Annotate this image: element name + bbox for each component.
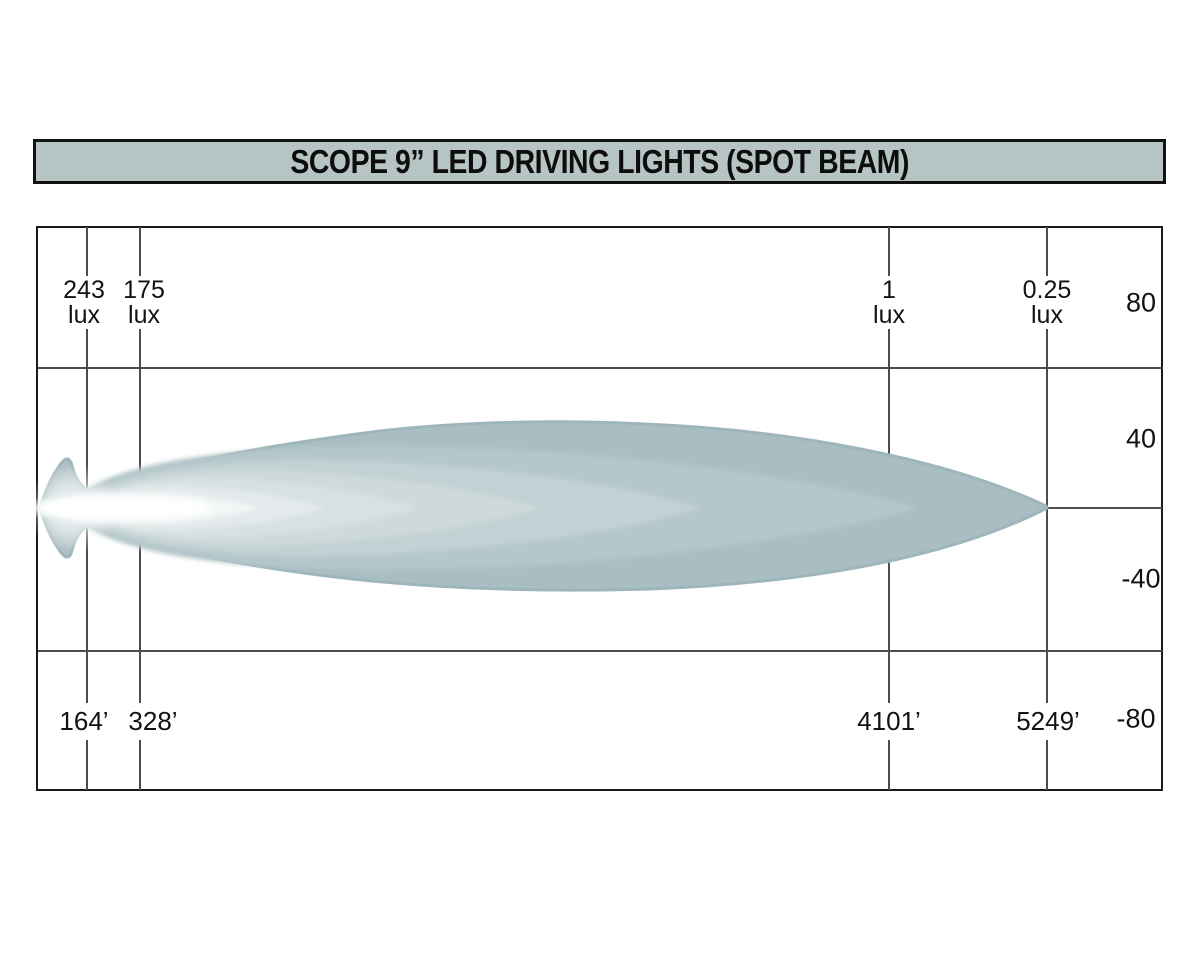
x-label-4101ft: 4101’: [850, 703, 928, 740]
x-label-328ft: 328’: [121, 703, 185, 740]
y-label-40: 40: [1125, 423, 1157, 454]
gridline-spread-40: [38, 367, 1162, 369]
gridline-spread-neg40: [38, 650, 1162, 652]
x-label-5249ft: 5249’: [1009, 703, 1087, 740]
title-bar: SCOPE 9” LED DRIVING LIGHTS (SPOT BEAM): [33, 139, 1166, 184]
gridline-center-axis: [38, 507, 1162, 509]
x-label-243-lux: 243 lux: [58, 276, 110, 329]
x-label-164ft: 164’: [52, 703, 116, 740]
page-title: SCOPE 9” LED DRIVING LIGHTS (SPOT BEAM): [290, 142, 909, 180]
y-label-80: 80: [1125, 287, 1157, 318]
y-label-neg80: -80: [1116, 703, 1156, 734]
x-label-175-lux: 175 lux: [118, 276, 170, 329]
y-label-neg40: -40: [1121, 563, 1161, 594]
x-label-025-lux: 0.25 lux: [1017, 276, 1077, 329]
x-label-1-lux: 1 lux: [868, 276, 910, 329]
